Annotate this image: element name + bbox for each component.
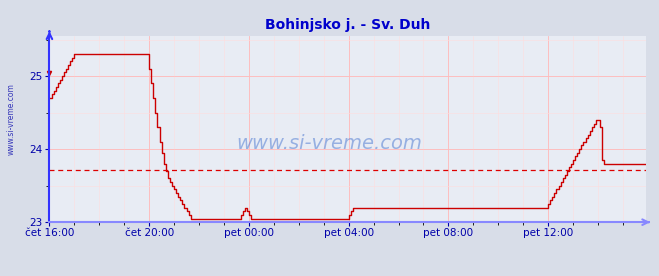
Text: www.si-vreme.com: www.si-vreme.com	[7, 83, 16, 155]
Title: Bohinjsko j. - Sv. Duh: Bohinjsko j. - Sv. Duh	[265, 18, 430, 32]
Text: www.si-vreme.com: www.si-vreme.com	[237, 134, 422, 153]
